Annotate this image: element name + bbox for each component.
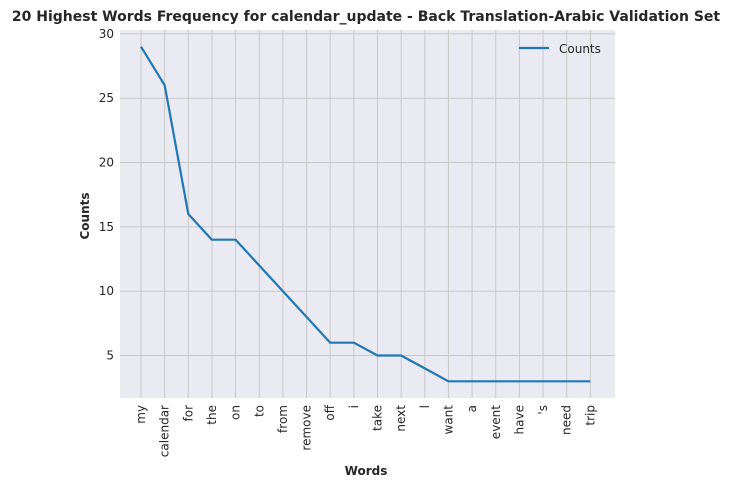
chart-title: 20 Highest Words Frequency for calendar_… <box>12 9 721 25</box>
plot-area <box>120 30 615 398</box>
x-tick-label: want <box>441 405 455 435</box>
x-tick-label: calendar <box>158 405 172 457</box>
x-tick-label: have <box>512 405 526 434</box>
x-tick-label: next <box>394 405 408 432</box>
x-tick-label: from <box>276 405 290 433</box>
x-tick-label: on <box>229 405 243 420</box>
x-tick-label: remove <box>300 405 314 451</box>
x-tick-label: to <box>252 405 266 417</box>
x-tick-label: need <box>560 405 574 435</box>
y-tick-label: 5 <box>106 349 114 363</box>
x-tick-label: the <box>205 405 219 425</box>
x-tick-label: l <box>418 405 432 408</box>
y-tick-label: 15 <box>99 220 114 234</box>
x-tick-label: 's <box>536 405 550 415</box>
x-tick-label: event <box>489 405 503 439</box>
x-tick-label: my <box>134 405 148 424</box>
x-tick-label: i <box>347 405 361 408</box>
x-tick-label: take <box>371 405 385 431</box>
y-axis-label: Counts <box>78 192 92 239</box>
y-tick-label: 20 <box>99 156 114 170</box>
x-axis-label: Words <box>345 464 388 478</box>
x-tick-label: off <box>323 404 337 420</box>
y-tick-label: 30 <box>99 27 114 41</box>
x-axis-ticks: my calendar for the on to from remove off i take ne… <box>134 404 597 457</box>
x-tick-label: trip <box>583 405 597 426</box>
x-tick-label: for <box>181 405 195 422</box>
legend-label-counts: Counts <box>559 42 601 56</box>
y-tick-label: 25 <box>99 91 114 105</box>
x-tick-label: a <box>465 405 479 412</box>
y-tick-label: 10 <box>99 284 114 298</box>
y-axis-ticks: 5 10 15 20 25 30 <box>99 27 114 363</box>
